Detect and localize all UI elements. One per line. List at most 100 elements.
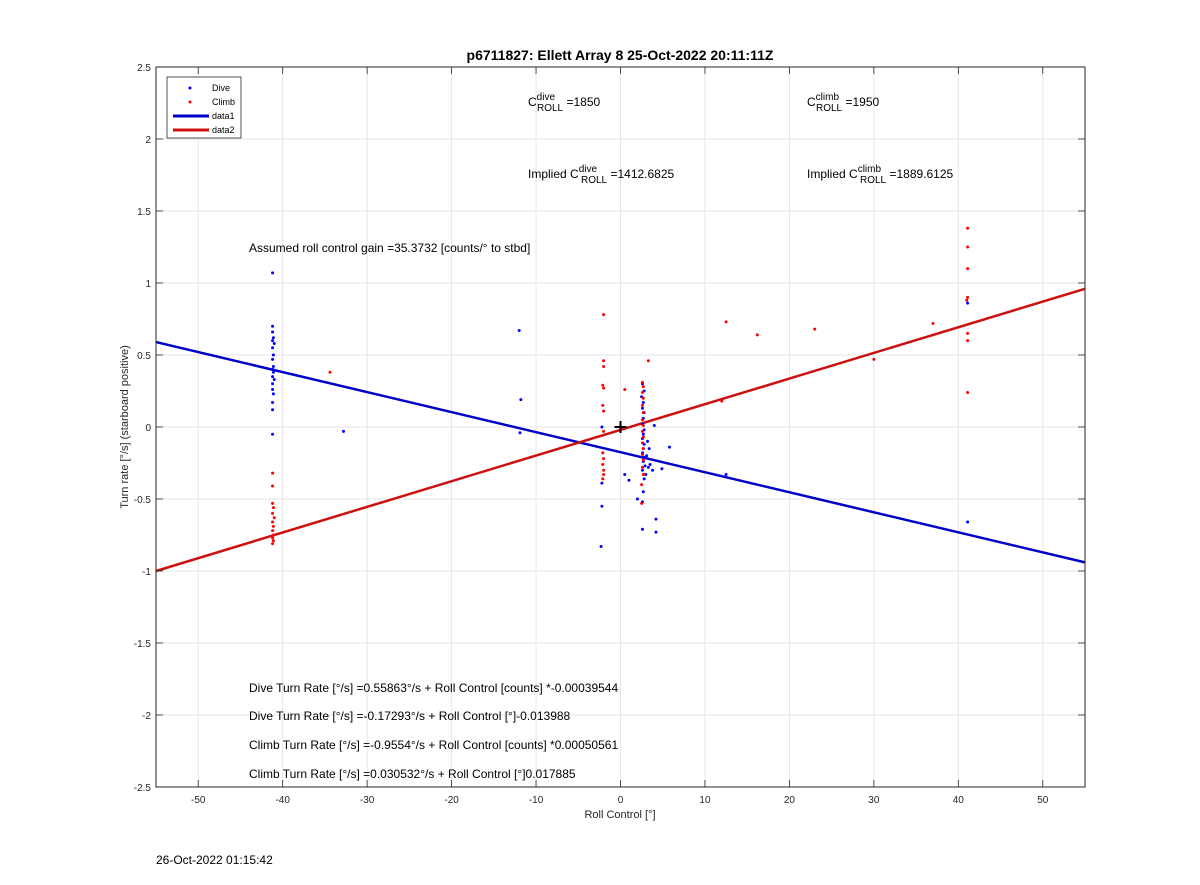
y-tick-label: 1.5 [137, 207, 151, 218]
data-point-dive [642, 477, 646, 481]
data-point-climb [965, 298, 969, 302]
data-point-climb [602, 313, 606, 317]
x-tick-label: 40 [953, 795, 965, 806]
data-point-climb [640, 390, 644, 394]
c-roll-climb-sup: climb [816, 92, 840, 103]
data-point-climb [602, 409, 606, 413]
implied-c-roll-climb-label: Implied Cclimb ROLL =1889.6125 [807, 164, 954, 186]
x-tick-label: -50 [191, 795, 206, 806]
legend-data2-label: data2 [212, 125, 235, 135]
legend-dive-marker [188, 86, 192, 90]
legend-box [166, 76, 242, 139]
data-point-dive [642, 455, 646, 459]
data-point-climb [966, 339, 970, 343]
x-tick-label: 20 [784, 795, 796, 806]
data-point-climb [641, 473, 645, 477]
data-point-dive [640, 527, 644, 531]
data-point-climb [640, 429, 644, 433]
data-point-dive [271, 401, 275, 405]
x-tick-label: -10 [529, 795, 544, 806]
data-point-climb [966, 245, 970, 249]
legend-dive-label: Dive [212, 83, 230, 93]
data-point-dive [648, 462, 652, 466]
c-roll-dive-label: Cdive ROLL =1850 [528, 92, 600, 114]
data-point-dive [271, 375, 275, 379]
data-point-climb [601, 451, 605, 455]
data-point-dive [641, 490, 645, 494]
data-point-climb [271, 529, 275, 533]
print-timestamp: 26-Oct-2022 01:15:42 [156, 853, 273, 867]
ticks: -50 -40 -30 -20 -10 0 10 20 30 40 50-2.5-2-1.5-1-0… [134, 63, 1085, 806]
data-point-climb [328, 370, 332, 374]
data-point-climb [602, 468, 606, 472]
implied-climb-value: =1889.6125 [886, 167, 953, 181]
data-point-dive [643, 464, 647, 468]
data-point-dive [654, 530, 658, 534]
c-roll-dive-base: C [528, 95, 537, 109]
data-point-dive [623, 473, 627, 477]
data-point-climb [641, 435, 645, 439]
data-point-dive [518, 431, 522, 435]
data-point-climb [602, 365, 606, 369]
c-roll-climb-label: Cclimb ROLL =1950 [807, 92, 879, 114]
data-point-dive [271, 336, 275, 340]
data-point-dive [271, 365, 275, 369]
y-tick-label: 2.5 [137, 63, 151, 74]
data-point-climb [271, 501, 275, 505]
data-point-dive [271, 367, 275, 371]
data-point-dive [645, 454, 649, 458]
data-point-climb [641, 447, 645, 451]
y-tick-label: 1 [145, 279, 151, 290]
data-point-climb [602, 429, 606, 433]
data-point-climb [623, 388, 627, 392]
data-point-climb [640, 483, 644, 487]
y-axis-label: Turn rate [°/s] (starboard positive) [119, 345, 131, 509]
implied-dive-sub: ROLL [581, 175, 608, 186]
data-point-climb [755, 333, 759, 337]
data-point-dive [271, 339, 275, 343]
data-point-dive [640, 468, 644, 472]
data-point-dive [271, 382, 275, 386]
data-point-climb [271, 471, 275, 475]
data-point-dive [635, 497, 639, 501]
data-point-climb [646, 359, 650, 363]
data-point-climb [271, 520, 275, 524]
data-point-dive [646, 439, 650, 443]
data-point-climb [640, 452, 644, 456]
data-point-dive [271, 324, 275, 328]
implied-dive-value: =1412.6825 [607, 167, 674, 181]
data-point-climb [641, 396, 645, 400]
data-point-dive [271, 330, 275, 334]
y-tick-label: -0.5 [134, 495, 152, 506]
data-point-climb [640, 441, 644, 445]
data-point-climb [640, 403, 644, 407]
implied-climb-sup: climb [858, 164, 882, 175]
data-point-dive [271, 432, 275, 436]
y-tick-label: 0.5 [137, 351, 151, 362]
data-point-climb [640, 380, 644, 384]
data-point-climb [724, 320, 728, 324]
data-point-climb [966, 295, 970, 299]
fit-line-3: Climb Turn Rate [°/s] =-0.9554°/s + Roll… [249, 738, 618, 752]
data-point-climb [601, 383, 605, 387]
data-point-climb [602, 473, 606, 477]
data-point-dive [341, 429, 345, 433]
c-roll-dive-value: =1850 [563, 95, 600, 109]
data-point-dive [271, 370, 275, 374]
data-point-dive [271, 392, 275, 396]
data-point-climb [601, 477, 605, 481]
x-axis-label: Roll Control [°] [584, 809, 655, 821]
data-point-climb [602, 359, 606, 363]
legend-data1-label: data1 [212, 111, 235, 121]
legend: Dive Climb data1 data2 [166, 76, 242, 139]
data-point-climb [931, 321, 935, 325]
data-point-dive [654, 517, 658, 521]
data-point-dive [647, 447, 651, 451]
x-tick-label: 0 [618, 795, 624, 806]
data-point-dive [599, 545, 603, 549]
y-tick-label: 2 [145, 135, 151, 146]
data-point-climb [272, 516, 276, 520]
fit-line-1: Dive Turn Rate [°/s] =0.55863°/s + Roll … [249, 681, 618, 695]
x-tick-label: -20 [444, 795, 459, 806]
data-point-climb [640, 465, 644, 469]
